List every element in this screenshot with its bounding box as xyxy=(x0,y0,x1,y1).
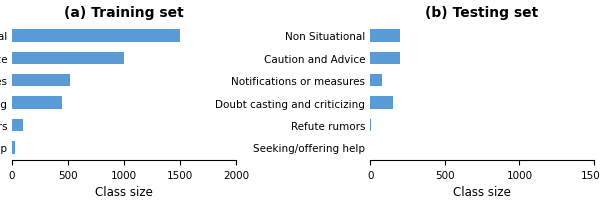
Bar xyxy=(12,97,62,109)
Title: (b) Testing set: (b) Testing set xyxy=(425,6,539,20)
Bar xyxy=(12,119,23,132)
Bar xyxy=(370,97,392,109)
Bar xyxy=(370,75,382,87)
Bar xyxy=(370,119,371,132)
Bar xyxy=(12,30,180,42)
X-axis label: Class size: Class size xyxy=(453,185,511,198)
Bar xyxy=(12,75,70,87)
Bar xyxy=(12,52,124,65)
Bar xyxy=(12,142,16,154)
Title: (a) Training set: (a) Training set xyxy=(64,6,184,20)
Bar xyxy=(370,30,400,42)
Bar xyxy=(370,52,400,65)
X-axis label: Class size: Class size xyxy=(95,185,153,198)
